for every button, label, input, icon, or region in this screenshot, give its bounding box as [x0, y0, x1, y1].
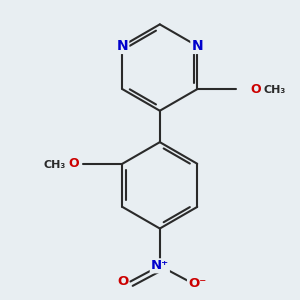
Text: CH₃: CH₃ [264, 85, 286, 95]
Text: N: N [191, 39, 203, 53]
Text: N: N [117, 39, 128, 53]
Text: N⁺: N⁺ [151, 259, 169, 272]
Text: O: O [69, 157, 79, 170]
Text: O: O [250, 82, 261, 96]
Text: O⁻: O⁻ [188, 277, 206, 290]
Text: O: O [117, 275, 128, 288]
Text: CH₃: CH₃ [43, 160, 65, 170]
